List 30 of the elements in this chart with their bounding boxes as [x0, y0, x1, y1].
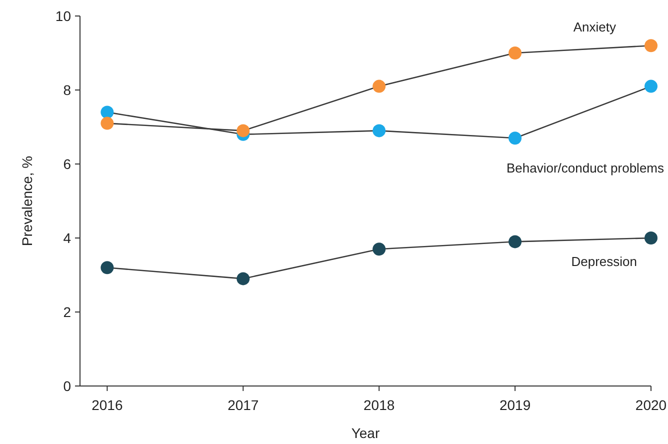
point: [508, 46, 522, 60]
point: [644, 39, 658, 52]
y-tick-label: 10: [55, 8, 72, 24]
y-tick-label: 6: [63, 156, 72, 172]
point: [372, 124, 386, 138]
point: [100, 116, 114, 130]
point: [644, 80, 658, 93]
point: [100, 261, 114, 274]
y-tick-label: 8: [63, 82, 72, 98]
y-axis-title: Prevalence, %: [19, 156, 35, 246]
y-tick-label: 2: [63, 304, 72, 320]
point: [236, 124, 250, 138]
point: [644, 232, 658, 244]
x-tick-label: 2020: [635, 397, 667, 413]
x-axis-title: Year: [351, 425, 380, 441]
series-label: Depression: [571, 254, 637, 269]
series-label: Anxiety: [573, 20, 616, 35]
point: [372, 242, 386, 256]
point: [236, 272, 250, 286]
x-tick-label: 2019: [499, 397, 531, 413]
point: [508, 132, 522, 145]
point: [100, 106, 114, 119]
point: [372, 80, 386, 93]
x-tick-label: 2018: [364, 397, 395, 413]
series-label: Behavior/conduct problems: [506, 160, 664, 176]
x-tick-label: 2017: [228, 397, 259, 413]
x-tick-label: 2016: [92, 397, 123, 413]
point: [508, 235, 522, 248]
y-tick-label: 0: [63, 378, 72, 394]
y-tick-label: 4: [63, 230, 72, 246]
